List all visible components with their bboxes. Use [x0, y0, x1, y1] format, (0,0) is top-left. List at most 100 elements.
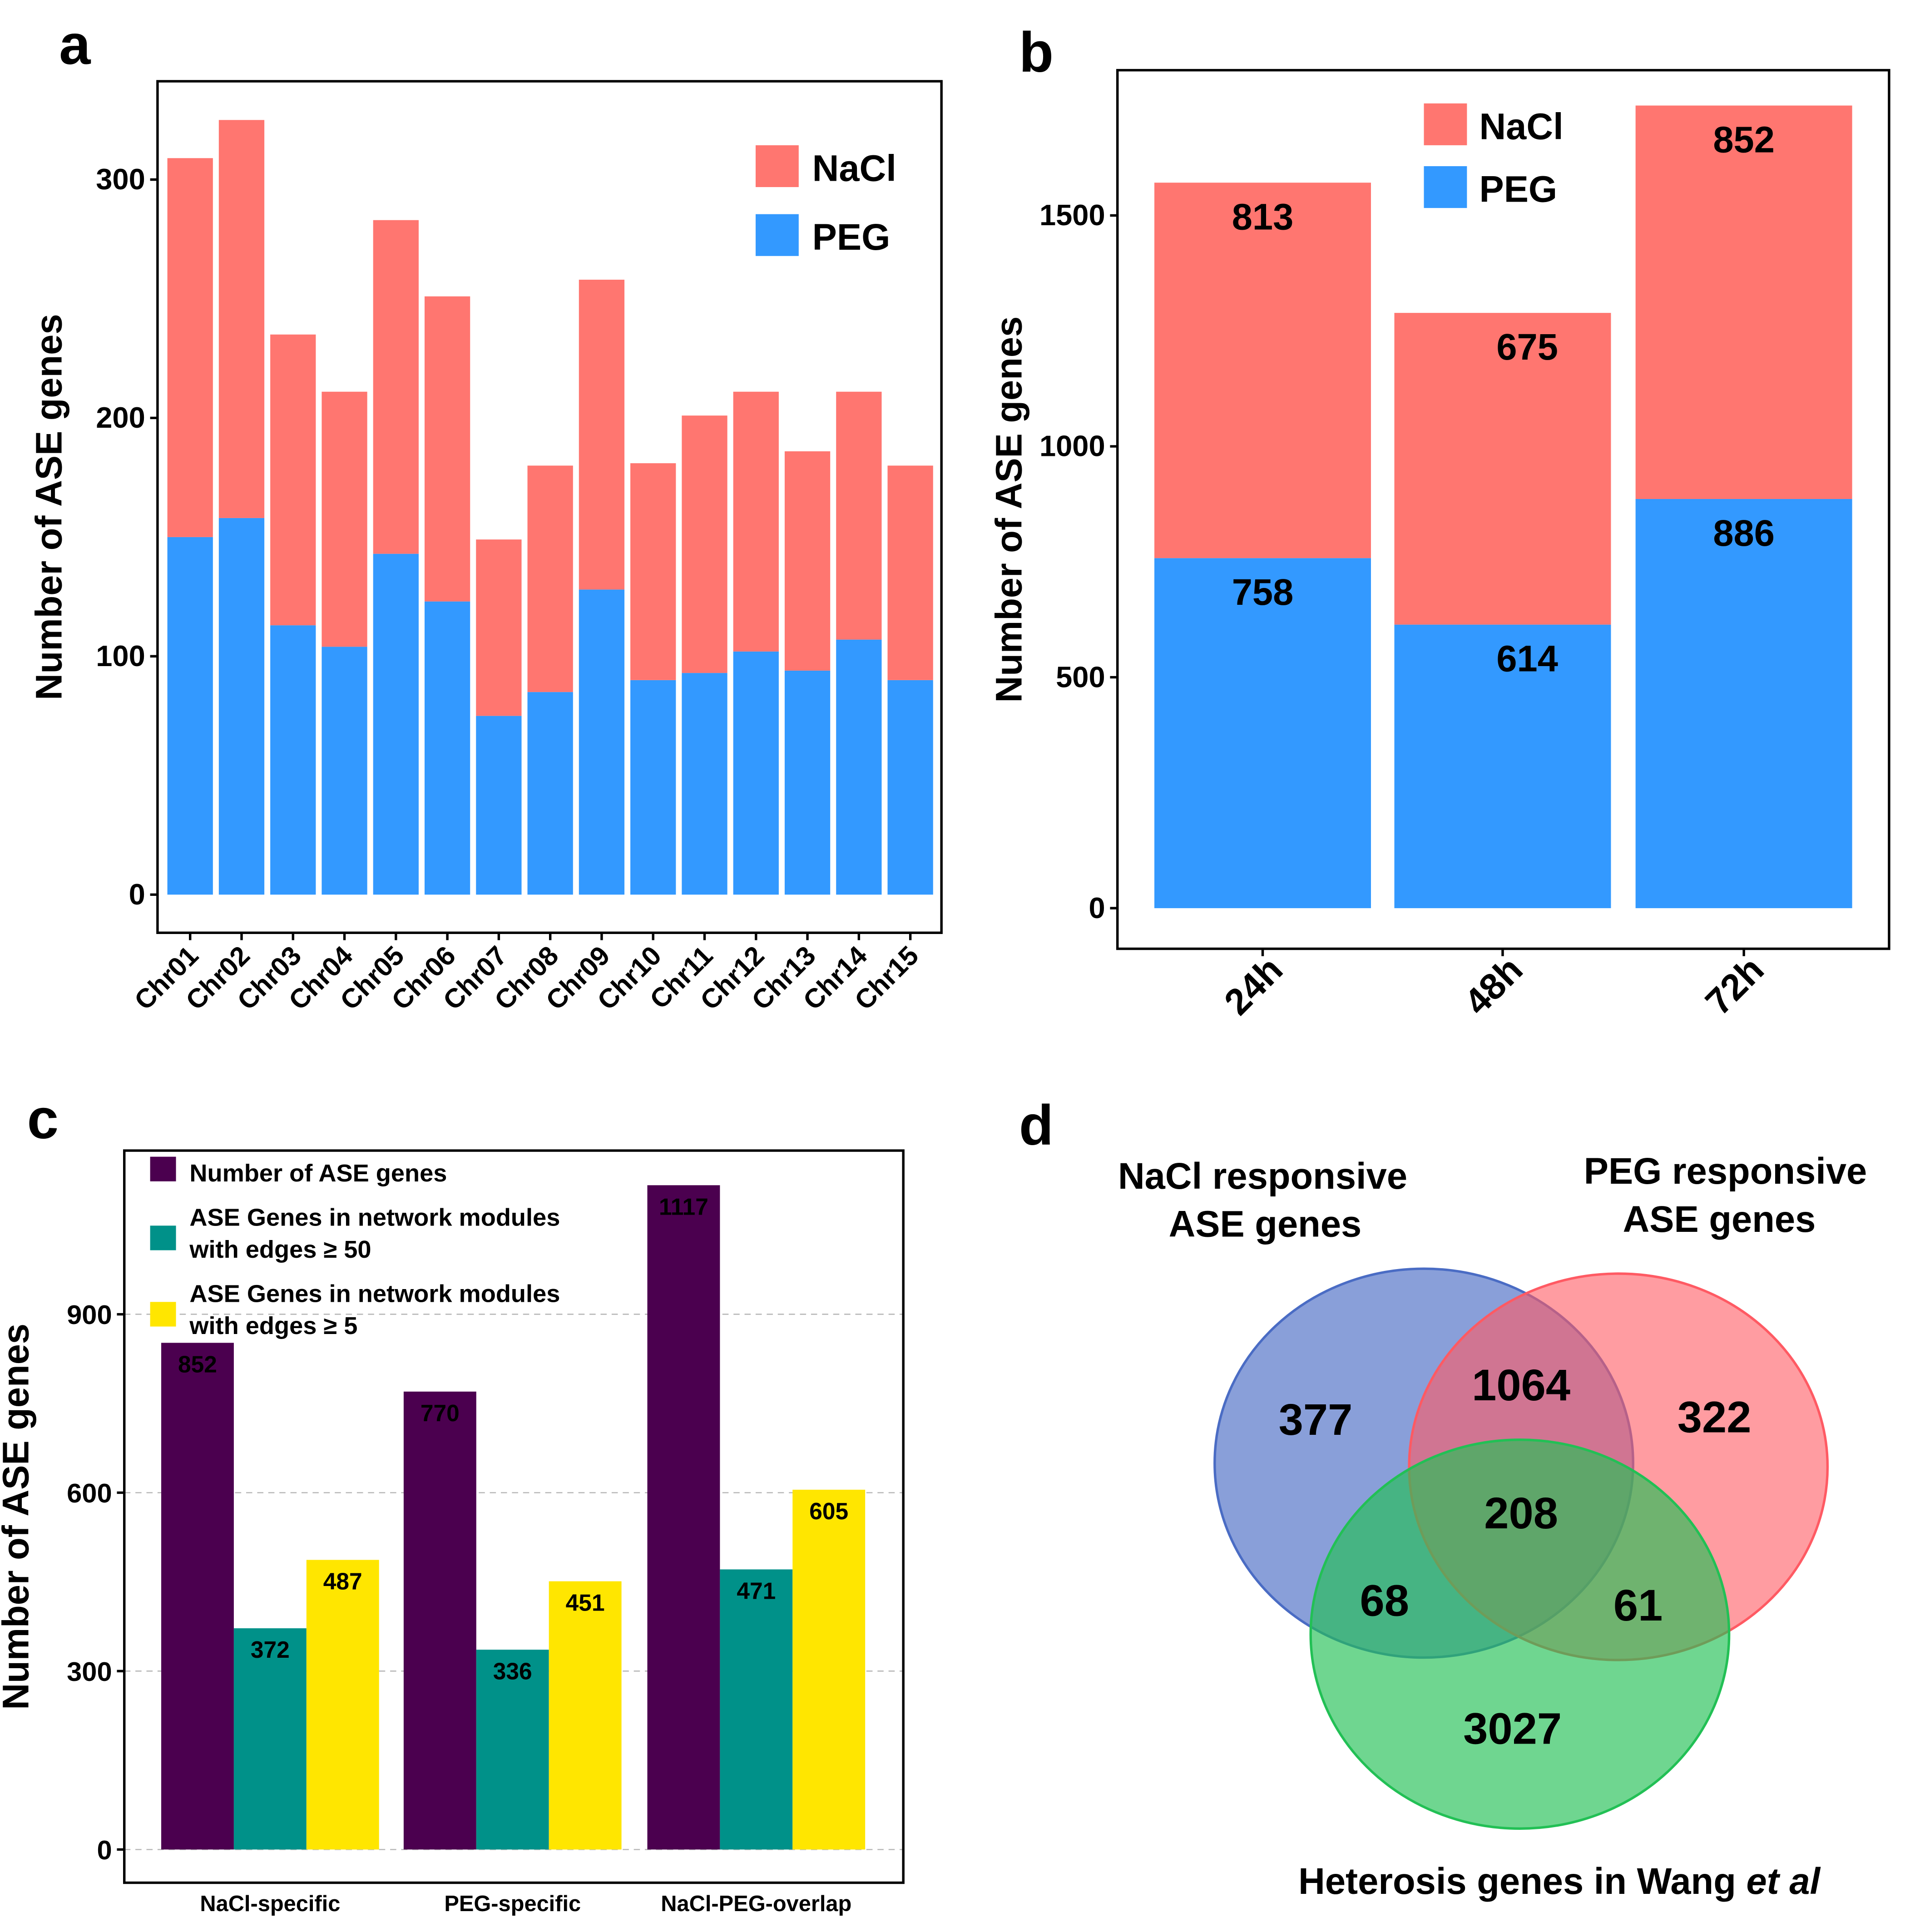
- panel-a-ytick-label: 300: [96, 163, 145, 196]
- data-label-series3-NaCl-PEG-overlap: 605: [809, 1498, 848, 1524]
- legend-label-peg: PEG: [812, 217, 891, 258]
- legend-swatch-series2: [150, 1225, 176, 1250]
- legend-label-series2: with edges ≥ 50: [189, 1236, 371, 1263]
- panel-a-ytick-label: 200: [96, 401, 145, 434]
- bar-peg-Chr08: [527, 692, 573, 895]
- bar-peg-Chr09: [579, 589, 625, 895]
- bar-peg-Chr05: [373, 553, 419, 895]
- bar-series3-PEG-specific: [549, 1581, 622, 1850]
- bar-peg-Chr07: [476, 716, 522, 895]
- bar-nacl-Chr03: [270, 334, 316, 626]
- data-label-series1-PEG-specific: 770: [421, 1400, 460, 1426]
- panel-b-ytick-label: 500: [1056, 660, 1105, 693]
- panel-c-ylabel: Number of ASE genes: [0, 1324, 36, 1710]
- panel-c-ytick-label: 900: [67, 1300, 112, 1330]
- bar-nacl-Chr04: [322, 391, 367, 647]
- bar-peg-Chr12: [733, 651, 779, 895]
- bar-nacl-Chr12: [733, 391, 779, 652]
- panel-b-ytick-label: 1000: [1039, 430, 1105, 463]
- data-label-peg-72h: 886: [1713, 513, 1775, 554]
- legend-label-nacl: NaCl: [812, 148, 896, 189]
- panel-a-ytick-label: 100: [96, 639, 145, 672]
- panel-c-frame: [123, 1149, 905, 1884]
- data-label-series3-PEG-specific: 451: [566, 1590, 605, 1616]
- bar-series1-NaCl-PEG-overlap: [647, 1185, 720, 1850]
- panel-b-xtick-label: 72h: [1697, 949, 1771, 1023]
- legend-swatch-peg: [1424, 166, 1467, 208]
- venn-set-label-heterosis-main: Heterosis genes in Wang: [1298, 1861, 1746, 1902]
- venn-set-label-peg: PEG responsive: [1584, 1151, 1867, 1192]
- bar-nacl-Chr07: [476, 539, 522, 716]
- data-label-peg-24h: 758: [1232, 572, 1294, 613]
- venn-count-nacl-heterosis: 68: [1360, 1576, 1410, 1625]
- bar-peg-Chr15: [887, 680, 933, 895]
- bar-series2-PEG-specific: [476, 1650, 549, 1850]
- venn-circle-heterosis: [1309, 1438, 1731, 1830]
- bar-peg-Chr11: [682, 673, 727, 895]
- panel-label-b: b: [1019, 20, 1054, 84]
- legend-swatch-series3: [150, 1302, 176, 1327]
- panel-label-c: c: [27, 1087, 59, 1151]
- data-label-series1-NaCl-PEG-overlap: 1117: [659, 1193, 708, 1220]
- venn-count-nacl-peg: 1064: [1472, 1360, 1570, 1410]
- bar-nacl-Chr13: [784, 451, 831, 671]
- venn-count-all: 208: [1484, 1488, 1558, 1538]
- data-label-series2-NaCl-PEG-overlap: 471: [737, 1577, 776, 1604]
- bar-series2-NaCl-specific: [233, 1628, 307, 1850]
- panel-label-a: a: [59, 13, 91, 76]
- panel-c-xtick-label: PEG-specific: [444, 1892, 581, 1916]
- panel-c-ytick-label: 600: [67, 1478, 112, 1508]
- data-label-nacl-48h: 675: [1496, 326, 1558, 368]
- bar-peg-Chr14: [836, 639, 882, 895]
- venn-count-heterosis-only: 3027: [1463, 1704, 1562, 1753]
- bar-series1-PEG-specific: [403, 1391, 476, 1850]
- legend-swatch-series1: [150, 1156, 176, 1181]
- legend-label-nacl: NaCl: [1479, 106, 1563, 147]
- legend-swatch-nacl: [1424, 103, 1467, 145]
- venn-count-nacl-only: 377: [1279, 1395, 1353, 1444]
- bar-nacl-Chr14: [836, 391, 882, 640]
- legend-label-series3: ASE Genes in network modules: [189, 1280, 560, 1307]
- panel-b-xtick-label: 48h: [1456, 949, 1530, 1023]
- legend-swatch-nacl: [755, 145, 799, 188]
- venn-set-label-peg: ASE genes: [1623, 1199, 1816, 1240]
- data-label-nacl-24h: 813: [1232, 196, 1294, 237]
- panel-b-ytick-label: 1500: [1039, 198, 1105, 232]
- bar-peg-Chr03: [270, 625, 316, 895]
- legend-swatch-peg: [755, 214, 799, 256]
- legend-label-series2: ASE Genes in network modules: [189, 1204, 560, 1231]
- venn-set-label-nacl: NaCl responsive: [1118, 1156, 1407, 1197]
- bar-series1-NaCl-specific: [161, 1343, 234, 1850]
- venn-count-peg-only: 322: [1677, 1393, 1752, 1442]
- panel-c-xtick-label: NaCl-PEG-overlap: [661, 1892, 851, 1916]
- panel-c-xtick-label: NaCl-specific: [200, 1892, 340, 1916]
- panel-c-ytick-label: 0: [97, 1835, 112, 1865]
- bar-peg-Chr04: [322, 647, 367, 895]
- data-label-series2-NaCl-specific: 372: [251, 1636, 290, 1663]
- panel-a-ylabel: Number of ASE genes: [29, 314, 70, 700]
- bar-nacl-Chr01: [167, 158, 213, 537]
- bar-nacl-Chr15: [887, 465, 933, 680]
- venn-set-label-heterosis: Heterosis genes in Wang et al: [1298, 1861, 1821, 1902]
- bar-peg-Chr10: [630, 680, 676, 895]
- bar-peg-48h: [1394, 624, 1611, 909]
- legend-label-peg: PEG: [1479, 169, 1557, 210]
- bar-series3-NaCl-PEG-overlap: [792, 1489, 866, 1850]
- bar-peg-Chr02: [218, 518, 265, 895]
- bar-series2-NaCl-PEG-overlap: [720, 1569, 793, 1850]
- bar-series3-NaCl-specific: [306, 1560, 379, 1850]
- panel-b-ytick-label: 0: [1089, 891, 1105, 924]
- data-label-series3-NaCl-specific: 487: [323, 1568, 362, 1595]
- panel-b-xtick-label: 24h: [1217, 949, 1291, 1023]
- bar-peg-72h: [1635, 499, 1852, 909]
- venn-set-label-nacl: ASE genes: [1169, 1204, 1362, 1245]
- bar-nacl-Chr09: [579, 279, 625, 590]
- bar-nacl-Chr05: [373, 220, 419, 554]
- bar-peg-24h: [1154, 558, 1371, 909]
- venn-count-peg-heterosis: 61: [1613, 1581, 1663, 1630]
- venn-set-label-heterosis-italic: et al: [1746, 1861, 1821, 1902]
- bar-peg-Chr01: [167, 537, 213, 895]
- data-label-series1-NaCl-specific: 852: [178, 1351, 217, 1377]
- data-label-nacl-72h: 852: [1713, 119, 1775, 160]
